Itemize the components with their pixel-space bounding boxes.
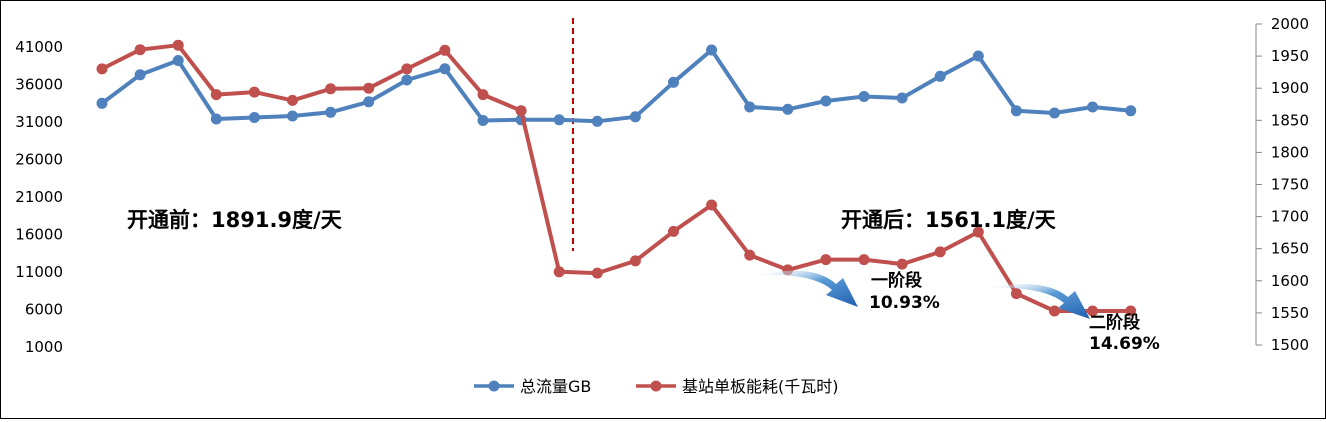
left-tick-label: 1000 <box>25 338 63 356</box>
data-point-traffic <box>172 55 184 66</box>
right-tick-label: 1600 <box>1271 272 1309 290</box>
data-point-traffic <box>744 101 756 113</box>
data-point-energy <box>972 226 984 238</box>
series-line-traffic <box>100 48 1131 124</box>
data-point-energy <box>668 225 679 237</box>
data-point-energy <box>248 86 260 98</box>
data-point-traffic <box>1049 107 1060 119</box>
data-point-energy <box>96 63 108 75</box>
data-point-energy <box>553 266 565 278</box>
data-point-energy <box>515 105 527 117</box>
data-point-traffic <box>248 112 260 123</box>
data-point-traffic <box>858 91 870 102</box>
data-point-energy <box>401 63 413 75</box>
left-y-axis: 1000 6000 11000 16000 21000 26000 31000 36000 41… <box>15 38 63 356</box>
series-line-energy <box>101 43 1131 313</box>
data-point-traffic <box>972 50 984 62</box>
data-point-energy <box>363 82 375 94</box>
right-tick-label: 1650 <box>1271 240 1309 258</box>
data-point-energy <box>1049 305 1060 317</box>
data-point-traffic <box>782 103 794 115</box>
data-point-traffic <box>1125 105 1137 117</box>
data-point-traffic <box>210 113 222 125</box>
data-point-traffic <box>477 115 489 126</box>
before-annotation: 开通前：1891.9度/天 <box>127 208 343 232</box>
left-tick-label: 41000 <box>15 38 63 56</box>
right-tick-label: 1500 <box>1271 336 1309 354</box>
data-point-traffic <box>896 92 908 104</box>
after-annotation: 开通后：1561.1度/天 <box>841 208 1057 232</box>
left-tick-label: 11000 <box>15 263 63 281</box>
left-tick-label: 16000 <box>15 226 63 244</box>
data-point-energy <box>591 267 603 279</box>
data-point-traffic <box>1087 101 1099 113</box>
data-point-energy <box>744 249 756 261</box>
data-point-traffic <box>553 114 565 126</box>
legend-label-traffic: 总流量GB <box>520 377 591 396</box>
stage2-label: 二阶段 <box>1089 312 1140 333</box>
data-point-energy <box>439 44 451 56</box>
data-point-energy <box>172 39 184 51</box>
data-point-traffic <box>363 96 375 108</box>
data-point-traffic <box>629 111 641 123</box>
data-point-energy <box>477 89 489 101</box>
right-tick-label: 2000 <box>1271 15 1309 33</box>
stage2-arrow-icon <box>988 284 1090 319</box>
data-point-traffic <box>439 63 451 75</box>
data-point-traffic <box>1010 105 1022 117</box>
data-point-traffic <box>96 97 108 109</box>
plot-area <box>96 39 1137 317</box>
right-tick-label: 1700 <box>1271 208 1309 226</box>
right-tick-label: 1850 <box>1271 111 1309 129</box>
left-tick-label: 36000 <box>15 76 63 94</box>
data-point-energy <box>1125 305 1137 317</box>
stage1-percent: 10.93% <box>869 293 940 313</box>
right-tick-label: 1800 <box>1271 143 1309 161</box>
right-y-axis: 1500 1550 1600 1650 1700 1750 1800 1850 1900 1950… <box>1255 15 1309 354</box>
data-point-energy <box>1087 305 1099 317</box>
data-point-energy <box>287 94 298 106</box>
legend-item-traffic: 总流量GB <box>474 377 591 396</box>
legend-item-energy: 基站单板能耗(千瓦时) <box>636 377 839 396</box>
left-tick-label: 26000 <box>15 151 63 169</box>
data-point-energy <box>820 254 832 266</box>
data-point-traffic <box>934 70 946 82</box>
data-point-traffic <box>134 69 146 81</box>
legend-label-energy: 基站单板能耗(千瓦时) <box>682 377 839 396</box>
stage2-percent: 14.69% <box>1089 334 1160 354</box>
left-tick-label: 31000 <box>15 113 63 131</box>
data-point-energy <box>629 255 641 267</box>
stage1-label: 一阶段 <box>871 270 922 291</box>
legend: 总流量GB 基站单板能耗(千瓦时) <box>474 377 839 396</box>
data-point-traffic <box>668 76 679 88</box>
data-point-traffic <box>591 115 603 127</box>
data-point-traffic <box>325 106 337 118</box>
data-point-traffic <box>287 110 298 122</box>
right-tick-label: 1550 <box>1271 304 1309 322</box>
data-point-energy <box>210 89 222 101</box>
right-tick-label: 1900 <box>1271 79 1309 97</box>
right-tick-label: 1750 <box>1271 176 1309 194</box>
left-tick-label: 6000 <box>25 301 63 319</box>
data-point-energy <box>134 44 146 56</box>
right-tick-label: 1950 <box>1271 47 1309 65</box>
data-point-energy <box>325 83 337 95</box>
data-point-energy <box>706 199 718 211</box>
data-point-energy <box>1010 288 1022 300</box>
data-point-energy <box>896 258 908 270</box>
data-point-traffic <box>706 44 718 56</box>
data-point-energy <box>934 246 946 258</box>
stage1-arrow-icon <box>758 270 858 307</box>
data-point-energy <box>858 254 870 266</box>
data-point-traffic <box>820 95 832 107</box>
data-point-traffic <box>401 74 413 86</box>
left-tick-label: 21000 <box>15 188 63 206</box>
